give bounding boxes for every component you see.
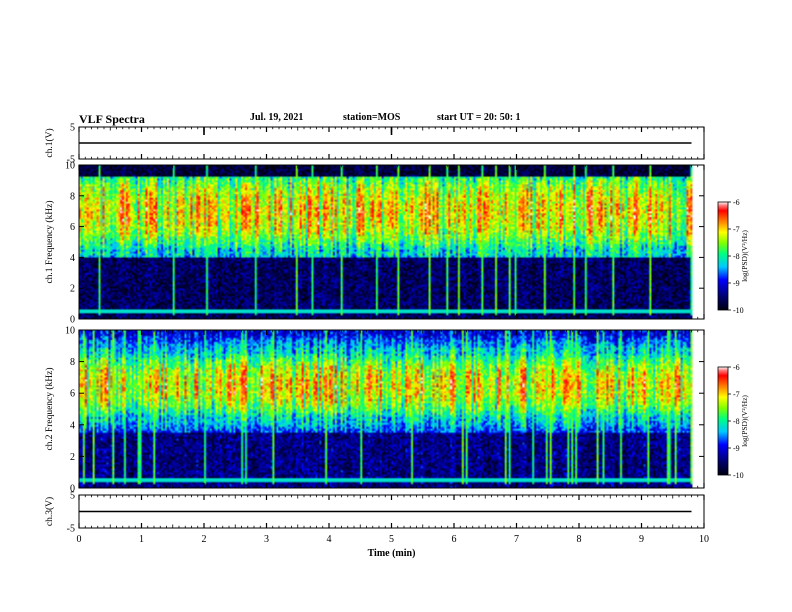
x-tick-label: 1 xyxy=(139,534,144,545)
y-tick-label: -5 xyxy=(67,524,75,535)
station-label: station=MOS xyxy=(343,112,401,123)
y-tick-label: 5 xyxy=(70,491,75,502)
x-tick-label: 9 xyxy=(639,534,644,545)
colorbar-ch1 xyxy=(717,201,729,311)
ch1-spectrogram-ylabel: ch.1 Frequency (kHz) xyxy=(44,200,55,283)
y-tick-label: 10 xyxy=(65,161,75,172)
colorbar-tick-label: -7 xyxy=(733,390,740,399)
ch3-waveform-ylabel: ch.3(V) xyxy=(44,497,55,526)
x-tick-label: 5 xyxy=(389,534,394,545)
x-axis-label: Time (min) xyxy=(368,548,416,559)
y-tick-label: 4 xyxy=(70,420,75,431)
colorbar-tick-label: -8 xyxy=(733,252,740,261)
y-tick-label: 0 xyxy=(70,484,75,495)
colorbar-label-ch2: log(PSD)(V²/Hz) xyxy=(740,395,749,447)
date-label: Jul. 19, 2021 xyxy=(250,112,304,123)
colorbar-tick-label: -7 xyxy=(733,225,740,234)
y-tick-label: 6 xyxy=(70,222,75,233)
chart-title: VLF Spectra xyxy=(79,112,145,126)
start-time-label: start UT = 20: 50: 1 xyxy=(437,112,521,123)
colorbar-tick-label: -9 xyxy=(733,279,740,288)
colorbar-tick-label: -6 xyxy=(733,198,740,207)
colorbar-tick-label: -10 xyxy=(733,471,744,480)
y-tick-label: 0 xyxy=(70,315,75,326)
x-tick-label: 7 xyxy=(514,534,519,545)
colorbar-tick-label: -6 xyxy=(733,363,740,372)
spectrogram-ch1-image xyxy=(79,165,704,319)
x-tick-label: 10 xyxy=(699,534,709,545)
y-tick-label: 8 xyxy=(70,357,75,368)
y-tick-label: 10 xyxy=(65,326,75,337)
y-tick-label: 8 xyxy=(70,191,75,202)
x-tick-label: 6 xyxy=(452,534,457,545)
ch2-spectrogram-ylabel: ch.2 Frequency (kHz) xyxy=(44,367,55,450)
colorbar-ch2 xyxy=(717,366,729,476)
ch1-waveform-ylabel: ch.1(V) xyxy=(44,128,55,157)
y-tick-label: 2 xyxy=(70,452,75,463)
y-tick-label: 5 xyxy=(70,123,75,134)
x-tick-label: 2 xyxy=(202,534,207,545)
x-tick-label: 3 xyxy=(264,534,269,545)
x-tick-label: 0 xyxy=(77,534,82,545)
y-tick-label: -5 xyxy=(67,155,75,166)
colorbar-label-ch1: log(PSD)(V²/Hz) xyxy=(740,230,749,282)
x-tick-label: 4 xyxy=(327,534,332,545)
colorbar-tick-label: -9 xyxy=(733,444,740,453)
y-tick-label: 2 xyxy=(70,284,75,295)
colorbar-tick-label: -8 xyxy=(733,417,740,426)
spectrogram-ch2-image xyxy=(79,330,704,488)
y-tick-label: 6 xyxy=(70,389,75,400)
y-tick-label: 4 xyxy=(70,253,75,264)
colorbar-tick-label: -10 xyxy=(733,306,744,315)
x-tick-label: 8 xyxy=(577,534,582,545)
